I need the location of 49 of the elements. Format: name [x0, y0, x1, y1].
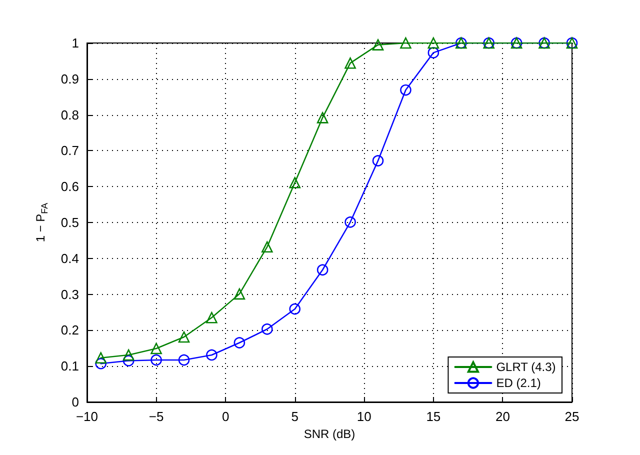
point — [95, 352, 107, 364]
y-tick-label: 1 — [72, 36, 79, 50]
y-tick-label: 0 — [72, 394, 79, 410]
point — [95, 358, 107, 370]
point — [289, 177, 301, 188]
y-tick-label: 0.3 — [60, 286, 79, 302]
point — [372, 155, 384, 166]
x-tick-label: 20 — [495, 409, 510, 424]
y-tick-label: 0.5 — [60, 215, 79, 230]
point — [372, 39, 384, 50]
point — [234, 337, 246, 348]
x-axis-title: SNR (dB) — [304, 426, 356, 441]
x-tick-label: 15 — [426, 409, 441, 424]
y-tick-label: 0.6 — [60, 179, 79, 194]
point — [316, 264, 328, 276]
point — [206, 312, 218, 324]
point — [316, 112, 328, 124]
legend-label: GLRT (4.3) — [496, 360, 556, 374]
point — [178, 354, 190, 366]
y-tick-label: 0.4 — [60, 250, 79, 266]
point — [122, 355, 134, 366]
point — [150, 342, 162, 354]
point — [234, 288, 246, 300]
point — [150, 354, 162, 366]
x-tick-label: 25 — [564, 409, 580, 424]
x-tick-label: 0 — [222, 409, 230, 424]
point — [344, 57, 356, 69]
legend-label: ED (2.1) — [496, 376, 541, 390]
point — [206, 349, 218, 361]
y-tick-label: 0.9 — [60, 71, 79, 86]
point — [400, 84, 412, 96]
point — [261, 241, 273, 253]
y-axis-title: 1 − PFA — [34, 202, 50, 242]
y-tick-label: 0.2 — [60, 322, 79, 338]
x-tick-label: −5 — [148, 409, 164, 424]
point — [122, 349, 134, 361]
x-tick-label: 10 — [356, 409, 372, 424]
y-tick-label: 0.8 — [60, 107, 79, 122]
point — [262, 323, 273, 335]
point — [289, 303, 301, 315]
point — [178, 331, 190, 343]
point — [428, 47, 440, 58]
y-tick-label: 0.7 — [60, 143, 79, 158]
point — [344, 216, 356, 228]
point — [400, 37, 412, 49]
x-tick-label: 5 — [291, 409, 298, 424]
point — [428, 37, 440, 49]
x-tick-label: −10 — [76, 409, 98, 424]
y-tick-label: 0.1 — [60, 358, 79, 374]
